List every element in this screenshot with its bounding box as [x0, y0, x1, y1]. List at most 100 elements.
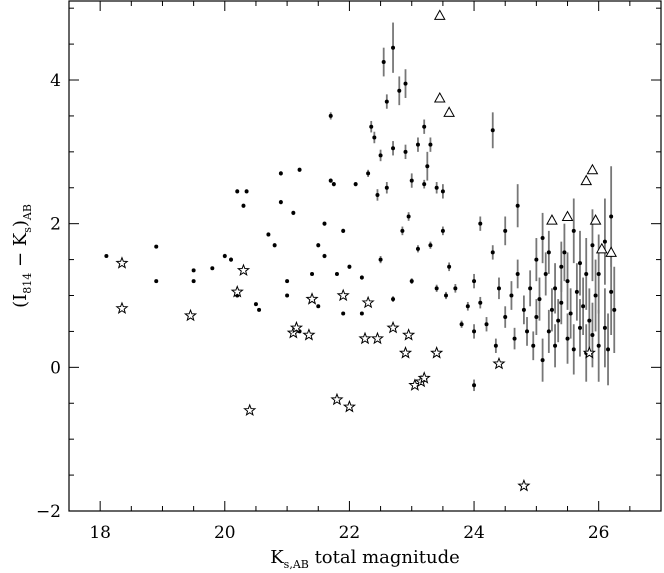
star-marker — [336, 288, 350, 302]
data-point — [472, 329, 477, 334]
data-point — [478, 221, 483, 226]
star-marker — [492, 356, 506, 370]
data-point — [241, 203, 246, 208]
x-tick-label: 18 — [89, 523, 111, 543]
triangle-marker — [561, 210, 574, 221]
data-point — [568, 311, 573, 316]
x-tick-label: 20 — [214, 523, 236, 543]
data-point — [574, 289, 579, 294]
data-point — [391, 146, 396, 151]
star-marker — [183, 308, 198, 322]
data-point — [391, 297, 396, 302]
data-point — [341, 311, 346, 316]
data-point — [472, 383, 477, 388]
x-tick-label: 26 — [588, 523, 610, 543]
x-tick-label: 24 — [463, 523, 485, 543]
data-point — [244, 189, 249, 194]
data-point — [584, 271, 589, 276]
data-point — [229, 257, 234, 262]
data-point — [546, 329, 551, 334]
data-point — [593, 293, 598, 298]
star-marker — [305, 292, 319, 305]
data-point — [537, 297, 542, 302]
data-point — [503, 315, 508, 320]
data-point — [191, 268, 196, 273]
triangle-marker — [546, 214, 558, 225]
triangle-marker — [595, 242, 608, 254]
triangle-marker — [589, 214, 602, 225]
data-point — [484, 322, 489, 327]
data-point — [310, 271, 315, 276]
star-marker — [230, 284, 244, 298]
data-point — [353, 182, 358, 187]
data-point — [540, 236, 545, 241]
data-point — [587, 318, 592, 323]
star-marker — [358, 331, 372, 345]
data-point — [384, 99, 389, 104]
data-point — [222, 254, 227, 258]
star-marker — [243, 403, 257, 417]
data-point — [291, 210, 296, 215]
triangle-marker — [605, 246, 617, 257]
data-point — [553, 343, 558, 348]
data-point — [154, 279, 159, 284]
data-point — [540, 358, 545, 363]
data-point — [602, 239, 607, 244]
data-point — [490, 128, 495, 133]
data-point — [590, 333, 595, 338]
data-point — [534, 257, 539, 262]
data-point — [596, 343, 601, 348]
data-point — [409, 178, 414, 183]
data-point — [444, 293, 449, 298]
data-point — [403, 81, 408, 86]
star-marker — [517, 478, 531, 492]
data-point — [297, 167, 302, 172]
triangle-marker — [433, 9, 446, 20]
data-point — [571, 347, 576, 352]
data-point — [381, 60, 386, 65]
data-point — [334, 271, 339, 276]
data-point — [521, 307, 526, 312]
triangle-marker — [433, 91, 446, 103]
data-point — [465, 304, 470, 309]
data-point — [328, 113, 333, 118]
data-point — [612, 307, 617, 312]
error-bars — [105, 22, 616, 392]
data-point — [478, 300, 483, 305]
data-point — [490, 250, 495, 255]
data-point — [285, 293, 290, 298]
data-point — [565, 336, 570, 341]
data-point — [191, 279, 196, 284]
triangle-marker — [586, 163, 599, 175]
data-point — [562, 250, 567, 255]
data-point — [378, 257, 383, 262]
data-point — [322, 254, 327, 258]
data-point — [316, 304, 321, 309]
data-point — [571, 228, 576, 233]
star-marker — [289, 320, 304, 334]
data-point — [453, 286, 458, 291]
data-point — [391, 45, 396, 50]
star-marker — [115, 301, 129, 315]
triangle-marker — [580, 174, 593, 186]
y-tick-label: −2 — [36, 502, 61, 522]
y-tick-label: 2 — [50, 215, 61, 235]
data-point — [366, 171, 371, 176]
plot-frame — [68, 0, 662, 512]
star-marker — [398, 346, 413, 359]
data-point — [434, 185, 439, 190]
data-point — [581, 304, 586, 309]
data-point — [257, 307, 262, 312]
data-point — [606, 347, 611, 352]
data-point — [440, 228, 445, 233]
data-point — [549, 307, 554, 312]
data-point — [609, 214, 614, 219]
data-point — [553, 286, 558, 291]
data-point — [372, 135, 377, 140]
star-marker — [115, 256, 129, 269]
data-point — [546, 250, 551, 255]
data-point — [384, 185, 389, 190]
data-point — [525, 329, 530, 334]
